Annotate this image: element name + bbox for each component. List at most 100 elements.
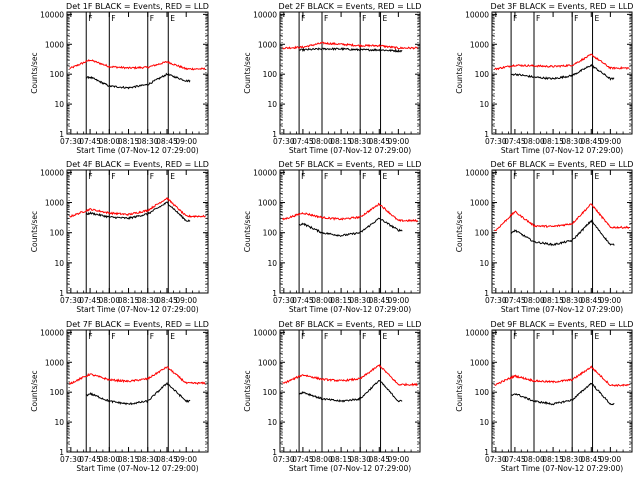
lld-series-line <box>494 365 630 387</box>
y-tick-label: 10 <box>267 100 277 109</box>
y-tick-label: 1 <box>484 289 489 298</box>
flag-label: F <box>301 14 305 23</box>
lld-series-line <box>282 202 418 223</box>
x-axis-label: Start Time (07-Nov-12 07:29:00) <box>501 305 623 314</box>
x-tick-label: 08:45 <box>368 296 390 305</box>
flag-label: F <box>88 172 92 181</box>
y-tick-label: 1000 <box>258 358 277 367</box>
flag-label: F <box>362 332 366 341</box>
y-tick-label: 1 <box>59 289 64 298</box>
x-tick-label: 07:45 <box>504 296 526 305</box>
x-tick-label: 08:00 <box>98 455 120 464</box>
flag-label: F <box>150 172 154 181</box>
y-tick-label: 10000 <box>465 328 489 337</box>
x-tick-label: 09:00 <box>175 296 197 305</box>
x-tick-label: 08:30 <box>349 455 371 464</box>
y-tick-label: 10 <box>267 418 277 427</box>
x-tick-label: 09:00 <box>600 455 622 464</box>
x-tick-label: 09:00 <box>600 296 622 305</box>
x-tick-label: 08:45 <box>156 455 178 464</box>
y-tick-label: 1 <box>272 130 277 139</box>
x-tick-label: 08:15 <box>330 296 352 305</box>
y-tick-label: 1 <box>59 448 64 457</box>
y-tick-label: 10 <box>54 259 64 268</box>
x-axis-label: Start Time (07-Nov-12 07:29:00) <box>501 464 623 473</box>
x-tick-label: 08:15 <box>542 137 564 146</box>
events-series-line <box>510 219 615 247</box>
y-tick-label: 1000 <box>470 358 489 367</box>
panel-title: Det 6F BLACK = Events, RED = LLD <box>491 160 634 169</box>
x-axis-label: Start Time (07-Nov-12 07:29:00) <box>76 146 198 155</box>
lld-series-line <box>69 58 206 71</box>
y-tick-label: 1000 <box>45 358 64 367</box>
y-axis-label: Counts/sec <box>243 370 252 411</box>
lld-series-line <box>282 41 418 50</box>
x-tick-label: 08:30 <box>349 296 371 305</box>
flag-label: F <box>111 172 115 181</box>
y-tick-label: 1000 <box>470 40 489 49</box>
x-tick-label: 08:15 <box>542 296 564 305</box>
x-tick-label: 08:30 <box>561 137 583 146</box>
x-axis-label: Start Time (07-Nov-12 07:29:00) <box>76 305 198 314</box>
flag-label: F <box>88 332 92 341</box>
x-tick-label: 09:00 <box>388 455 410 464</box>
y-tick-label: 1 <box>59 130 64 139</box>
panel-det-9: Det 9F BLACK = Events, RED = LLD 1 10 100 10… <box>455 320 633 473</box>
y-axis-label: Counts/sec <box>243 52 252 93</box>
panel-title: Det 9F BLACK = Events, RED = LLD <box>491 320 634 329</box>
flag-label: F <box>536 332 540 341</box>
x-tick-label: 08:15 <box>330 137 352 146</box>
y-tick-label: 10 <box>479 100 489 109</box>
x-tick-label: 08:15 <box>118 455 140 464</box>
y-tick-label: 10 <box>479 259 489 268</box>
flag-label: F <box>574 332 578 341</box>
x-tick-label: 08:30 <box>349 137 371 146</box>
x-tick-label: 07:45 <box>79 296 101 305</box>
flag-label: E <box>383 14 388 23</box>
x-tick-label: 08:45 <box>580 296 602 305</box>
y-tick-label: 1 <box>484 448 489 457</box>
plot-frame <box>66 329 209 453</box>
x-axis-label: Start Time (07-Nov-12 07:29:00) <box>289 146 411 155</box>
lld-series-line <box>69 366 206 385</box>
y-axis-label: Counts/sec <box>243 211 252 252</box>
events-series-line <box>298 217 403 238</box>
x-tick-label: 08:45 <box>368 137 390 146</box>
y-axis-label: Counts/sec <box>30 370 39 411</box>
x-axis-label: Start Time (07-Nov-12 07:29:00) <box>289 464 411 473</box>
panel-det-8: Det 8F BLACK = Events, RED = LLD 1 10 100 10… <box>243 320 421 473</box>
panel-title: Det 4F BLACK = Events, RED = LLD <box>66 160 209 169</box>
panel-det-2: Det 2F BLACK = Events, RED = LLD 1 10 100 10… <box>243 2 421 155</box>
flag-label: F <box>111 332 115 341</box>
y-tick-label: 100 <box>475 229 490 238</box>
x-tick-label: 08:15 <box>330 455 352 464</box>
x-tick-label: 07:45 <box>504 455 526 464</box>
panel-det-6: Det 6F BLACK = Events, RED = LLD 1 10 100 10… <box>455 160 633 314</box>
events-series-line <box>510 63 615 81</box>
x-tick-label: 08:00 <box>523 296 545 305</box>
events-series-line <box>298 46 403 53</box>
x-axis-label: Start Time (07-Nov-12 07:29:00) <box>76 464 198 473</box>
panel-title: Det 8F BLACK = Events, RED = LLD <box>279 320 422 329</box>
panel-det-4: Det 4F BLACK = Events, RED = LLD 1 10 100 10… <box>30 160 209 314</box>
flag-label: E <box>595 14 600 23</box>
x-tick-label: 07:30 <box>485 455 507 464</box>
flag-label: F <box>88 14 92 23</box>
y-tick-label: 1000 <box>258 199 277 208</box>
x-tick-label: 08:00 <box>523 137 545 146</box>
y-tick-label: 100 <box>475 388 490 397</box>
y-tick-label: 100 <box>50 70 65 79</box>
plot-frame <box>66 169 209 294</box>
y-tick-label: 1 <box>272 289 277 298</box>
plot-frame <box>279 169 421 294</box>
plot-frame <box>491 11 633 135</box>
y-axis-label: Counts/sec <box>30 52 39 93</box>
flag-label: E <box>170 14 175 23</box>
y-axis-label: Counts/sec <box>455 370 464 411</box>
panel-det-3: Det 3F BLACK = Events, RED = LLD 1 10 100 10… <box>455 2 633 155</box>
x-tick-label: 07:30 <box>485 296 507 305</box>
flag-label: F <box>513 332 517 341</box>
panel-title: Det 1F BLACK = Events, RED = LLD <box>66 2 209 11</box>
panel-title: Det 2F BLACK = Events, RED = LLD <box>279 2 422 11</box>
